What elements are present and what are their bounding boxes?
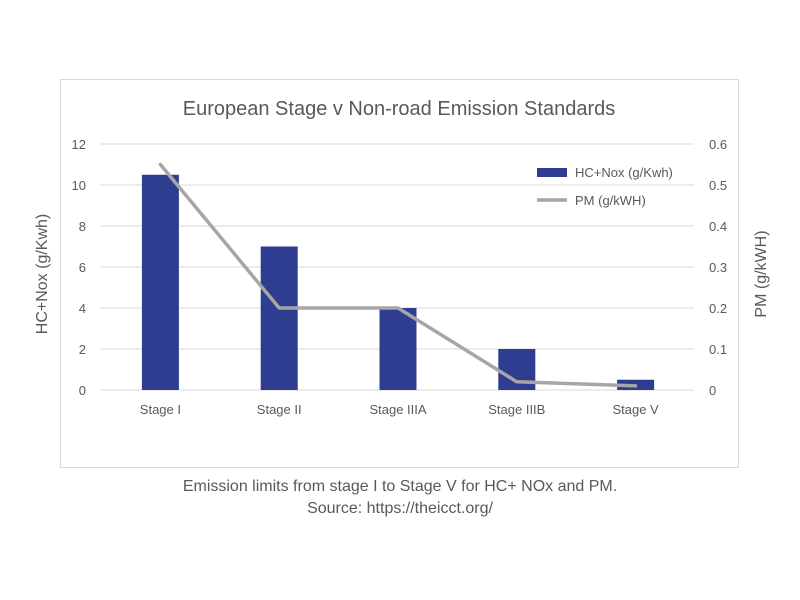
y2-tick-label: 0.1	[709, 342, 727, 357]
x-tick-label: Stage IIIA	[369, 402, 426, 417]
y-tick-label: 0	[79, 383, 86, 398]
x-tick-label: Stage IIIB	[488, 402, 545, 417]
chart-title: European Stage v Non-road Emission Stand…	[183, 98, 615, 120]
bar-stage-ii	[260, 246, 298, 390]
x-tick-label: Stage I	[140, 402, 181, 417]
y-tick-label: 2	[79, 342, 86, 357]
y2-tick-label: 0.2	[709, 301, 727, 316]
caption-source: Source: https://theicct.org/	[307, 500, 493, 517]
caption-line-1: Emission limits from stage I to Stage V …	[182, 478, 618, 495]
bar-stage-i	[141, 174, 179, 390]
y-tick-label: 8	[79, 219, 86, 234]
y2-tick-label: 0.3	[709, 260, 727, 275]
y2-tick-label: 0.6	[709, 137, 727, 152]
legend-swatch-bar	[537, 168, 567, 177]
y2-tick-label: 0.5	[709, 178, 727, 193]
x-tick-label: Stage II	[257, 402, 302, 417]
y-tick-label: 12	[72, 137, 86, 152]
legend-label-hc-nox: HC+Nox (g/Kwh)	[575, 165, 673, 180]
y2-axis-label: PM (g/kWH)	[753, 230, 770, 317]
y2-tick-label: 0.4	[709, 219, 727, 234]
y2-tick-label: 0	[709, 383, 716, 398]
y-tick-label: 10	[72, 178, 86, 193]
y-axis-label: HC+Nox (g/Kwh)	[34, 214, 51, 334]
x-tick-label: Stage V	[612, 402, 659, 417]
bar-stage-iiia	[379, 308, 417, 390]
y-tick-label: 6	[79, 260, 86, 275]
y-tick-label: 4	[79, 301, 86, 316]
legend-label-pm: PM (g/kWH)	[575, 193, 646, 208]
